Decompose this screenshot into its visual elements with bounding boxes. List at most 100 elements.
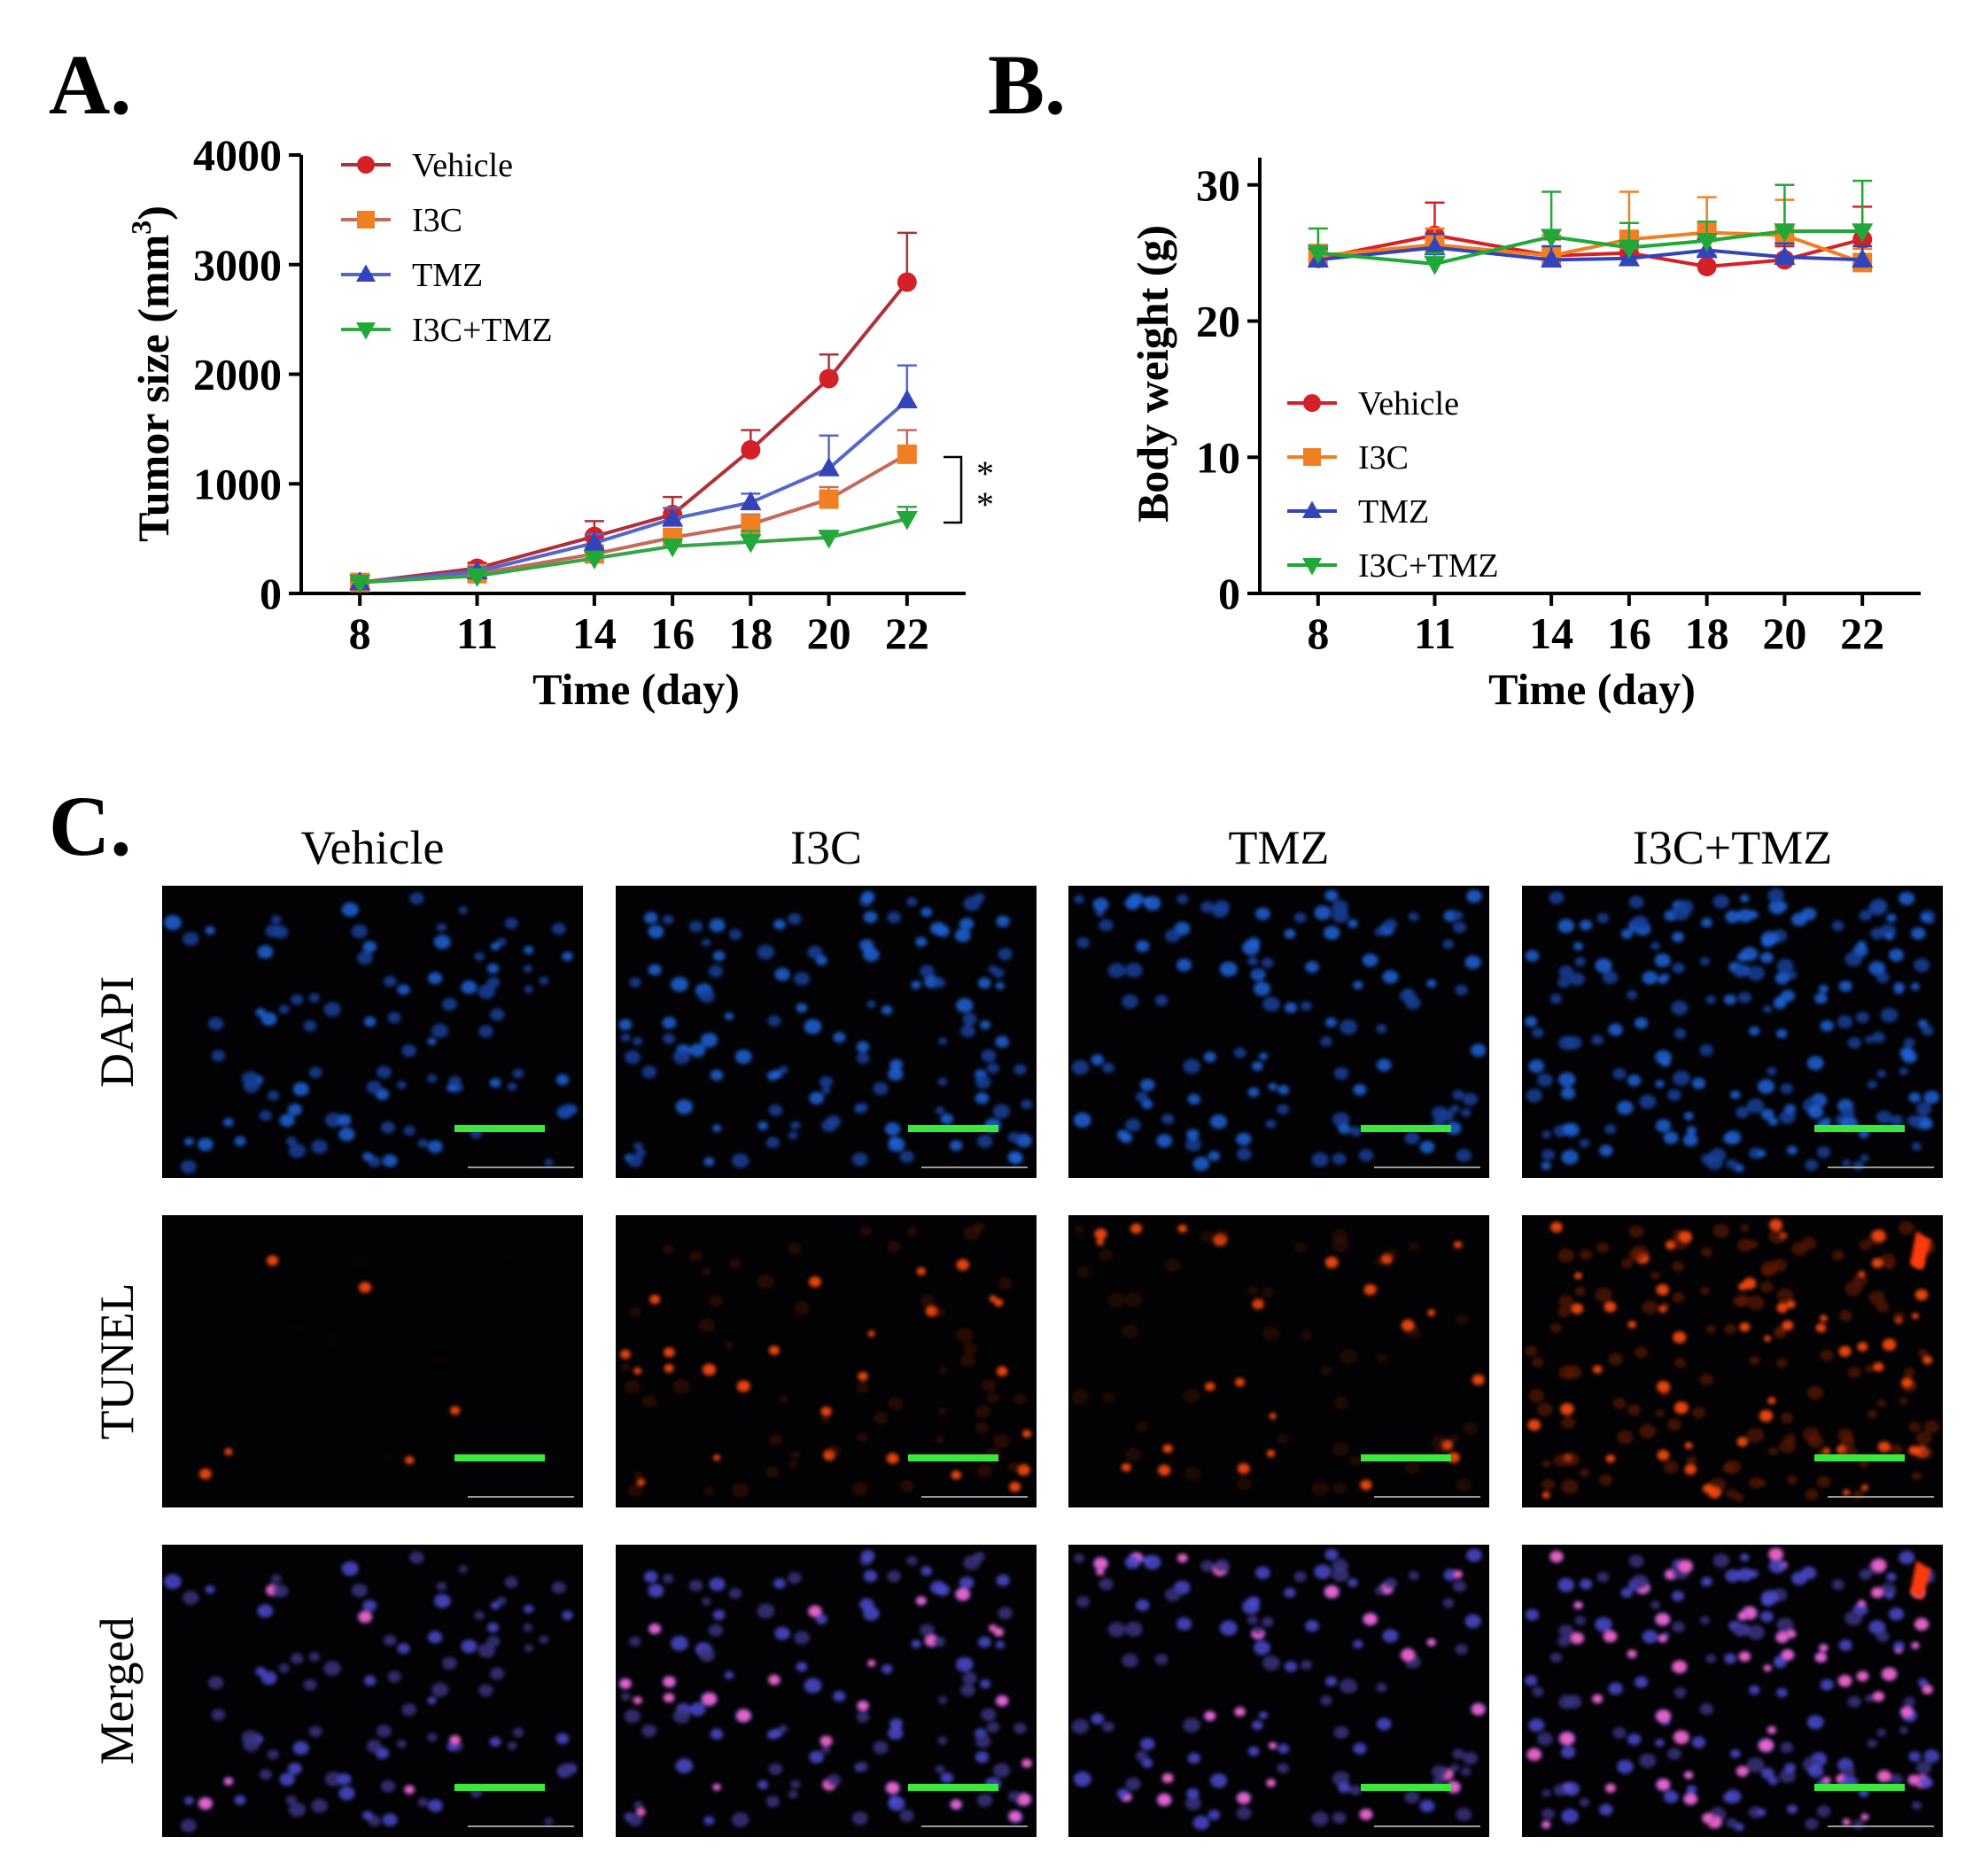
data-point bbox=[1774, 245, 1796, 266]
data-point bbox=[349, 574, 371, 594]
scale-bar bbox=[1814, 1784, 1905, 1791]
chart-a-y-ticks: 0 1000 2000 3000 4000 bbox=[193, 130, 301, 618]
micrograph-merged-i3c bbox=[616, 1545, 1037, 1837]
data-point bbox=[818, 457, 840, 477]
x-tick-label: 11 bbox=[1414, 608, 1456, 658]
data-point bbox=[1852, 223, 1874, 243]
data-point bbox=[583, 531, 605, 551]
column-title: TMZ bbox=[1229, 821, 1330, 874]
column-title: I3C+TMZ bbox=[1633, 821, 1832, 874]
chart-a-x-ticks: 8 11 14 16 18 20 22 bbox=[349, 593, 929, 658]
scale-bar bbox=[454, 1125, 545, 1132]
scale-bar bbox=[908, 1454, 998, 1461]
significance-stars: * * bbox=[976, 453, 994, 524]
data-point bbox=[897, 272, 917, 292]
tissue-debris bbox=[1910, 1561, 1931, 1600]
row-title: TUNEL bbox=[90, 1283, 144, 1440]
micrograph-dapi-vehicle bbox=[162, 886, 583, 1178]
tissue-debris bbox=[1910, 1231, 1931, 1270]
scale-bar bbox=[908, 1125, 998, 1132]
legend-marker bbox=[1302, 500, 1322, 518]
y-tick-label: 4000 bbox=[193, 130, 282, 180]
micrograph-tunel-vehicle bbox=[162, 1215, 583, 1507]
scale-bar bbox=[1361, 1784, 1451, 1791]
y-tick-label: 1000 bbox=[193, 459, 282, 508]
chart-b-x-axis-title: Time (day) bbox=[1488, 664, 1696, 714]
x-tick-label: 11 bbox=[456, 608, 498, 658]
data-point bbox=[662, 538, 684, 558]
x-tick-label: 18 bbox=[1685, 608, 1729, 658]
legend-label: I3C+TMZ bbox=[1358, 547, 1499, 585]
legend-label: I3C+TMZ bbox=[412, 312, 553, 349]
data-point bbox=[818, 530, 840, 549]
data-point bbox=[897, 444, 917, 464]
legend-marker bbox=[1303, 394, 1321, 412]
legend-marker bbox=[1303, 448, 1321, 466]
y-tick-label: 0 bbox=[1218, 569, 1240, 618]
tumor-size-chart: 0 1000 2000 3000 4000 8 11 14 16 18 20 22 Vehicle I… bbox=[125, 130, 994, 714]
y-tick-label: 2000 bbox=[193, 350, 282, 399]
legend-marker bbox=[356, 322, 376, 340]
data-point bbox=[1541, 229, 1563, 248]
x-tick-label: 8 bbox=[1307, 608, 1329, 658]
y-tick-label: 20 bbox=[1196, 297, 1240, 346]
micrograph-background bbox=[162, 886, 583, 1178]
scale-bar bbox=[454, 1784, 545, 1791]
data-point bbox=[1696, 232, 1718, 252]
micrograph-merged-vehicle bbox=[162, 1545, 583, 1837]
legend-marker bbox=[1302, 558, 1322, 576]
x-tick-label: 14 bbox=[572, 608, 617, 658]
legend-label: Vehicle bbox=[412, 147, 513, 184]
scale-bar bbox=[1814, 1454, 1905, 1461]
micrograph-dapi-tmz bbox=[1068, 886, 1489, 1178]
legend-marker bbox=[357, 211, 375, 229]
legend-label: I3C bbox=[412, 202, 462, 239]
legend-marker bbox=[356, 264, 376, 282]
data-point bbox=[1307, 244, 1329, 265]
legend-label: Vehicle bbox=[1358, 385, 1459, 422]
micrograph-merged-tmz bbox=[1068, 1545, 1489, 1837]
x-tick-label: 16 bbox=[1607, 608, 1651, 658]
chart-b-y-ticks: 0 10 20 30 bbox=[1196, 160, 1260, 618]
micrograph-dapi-i3c bbox=[616, 886, 1037, 1178]
data-point bbox=[662, 508, 684, 527]
chart-b-x-ticks: 8 11 14 16 18 20 22 bbox=[1307, 593, 1884, 658]
data-point bbox=[896, 389, 918, 408]
data-point bbox=[740, 534, 762, 554]
y-tick-label: 0 bbox=[260, 569, 282, 618]
micrograph-dapi-i3c-tmz bbox=[1522, 886, 1943, 1178]
data-point bbox=[819, 489, 839, 509]
series-i3c-tmz bbox=[1307, 179, 1874, 275]
data-point bbox=[1424, 256, 1446, 275]
series-i3c-tmz bbox=[349, 505, 918, 594]
micrograph-background bbox=[1068, 1215, 1489, 1507]
legend-label: TMZ bbox=[1358, 493, 1429, 531]
chart-a-x-axis-title: Time (day) bbox=[532, 664, 740, 714]
chart-a-y-axis-base: Tumor size (mm bbox=[128, 235, 178, 542]
micrograph-merged-i3c-tmz bbox=[1522, 1545, 1943, 1837]
chart-a-y-axis-sup: 3 bbox=[125, 221, 157, 235]
column-title: I3C bbox=[790, 821, 862, 874]
data-point bbox=[1852, 248, 1874, 268]
legend-marker bbox=[357, 156, 375, 174]
data-point bbox=[1618, 239, 1640, 260]
x-tick-label: 16 bbox=[650, 608, 695, 658]
row-title: Merged bbox=[90, 1617, 144, 1765]
micrograph-background bbox=[162, 1545, 583, 1837]
scale-bar bbox=[1361, 1125, 1451, 1132]
x-tick-label: 20 bbox=[807, 608, 851, 658]
data-point bbox=[466, 568, 488, 587]
scale-bar bbox=[454, 1454, 545, 1461]
chart-a-legend: Vehicle I3C TMZ I3C+TMZ bbox=[341, 147, 553, 349]
chart-b-legend: Vehicle I3C TMZ I3C+TMZ bbox=[1287, 385, 1499, 585]
column-title: Vehicle bbox=[301, 821, 445, 874]
chart-b-axes bbox=[1258, 158, 1921, 595]
data-point bbox=[583, 550, 605, 570]
x-tick-label: 22 bbox=[885, 608, 929, 658]
data-point bbox=[1774, 223, 1796, 243]
data-point bbox=[741, 439, 761, 460]
y-tick-label: 10 bbox=[1196, 432, 1240, 482]
series-i3c bbox=[350, 429, 917, 593]
data-point bbox=[741, 515, 761, 535]
